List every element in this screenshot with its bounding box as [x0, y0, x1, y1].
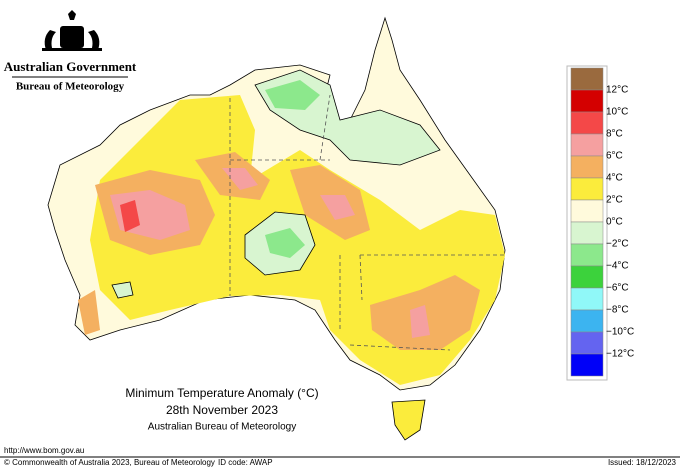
legend-swatch [570, 67, 604, 91]
legend-swatch [570, 199, 604, 223]
agency-name: Bureau of Meteorology [16, 81, 125, 93]
legend-swatch [570, 243, 604, 267]
map-date: 28th November 2023 [166, 403, 278, 417]
legend-label: 8°C [606, 129, 623, 140]
footer-id-code: ID code: AWAP [218, 458, 273, 467]
legend-label: 6°C [606, 151, 623, 162]
legend-swatch [570, 287, 604, 311]
legend-label: 2°C [606, 195, 623, 206]
legend-label: 4°C [606, 173, 623, 184]
legend-label: 12°C [606, 85, 628, 96]
legend-swatch [570, 89, 604, 113]
legend-swatch [570, 155, 604, 179]
legend-label: −10°C [606, 327, 634, 338]
crest [42, 10, 102, 51]
map-source: Australian Bureau of Meteorology [148, 422, 296, 433]
australia-map [47, 16, 506, 441]
legend-swatch [570, 111, 604, 135]
footer-copyright: © Commonwealth of Australia 2023, Bureau… [4, 458, 215, 467]
legend-swatch [570, 177, 604, 201]
legend-swatch [570, 133, 604, 157]
legend-label: −12°C [606, 349, 634, 360]
legend-label: −2°C [606, 239, 629, 250]
legend-label: −4°C [606, 261, 629, 272]
legend-swatch [570, 353, 604, 377]
legend-label: 10°C [606, 107, 628, 118]
legend-swatch [570, 309, 604, 333]
legend-swatch [570, 265, 604, 289]
footer-url: http://www.bom.gov.au [4, 446, 84, 455]
government-name: Australian Government [4, 59, 137, 74]
legend-label: −6°C [606, 283, 629, 294]
legend-label: −8°C [606, 305, 629, 316]
legend-swatch [570, 221, 604, 245]
legend: 12°C 10°C 8°C 6°C 4°C 2°C 0°C −2°C −4°C −6°C −8°C −… [570, 67, 634, 377]
legend-swatch [570, 331, 604, 355]
legend-label: 0°C [606, 217, 623, 228]
map-title: Minimum Temperature Anomaly (°C) [125, 386, 318, 400]
footer-issued: Issued: 18/12/2023 [608, 458, 677, 467]
